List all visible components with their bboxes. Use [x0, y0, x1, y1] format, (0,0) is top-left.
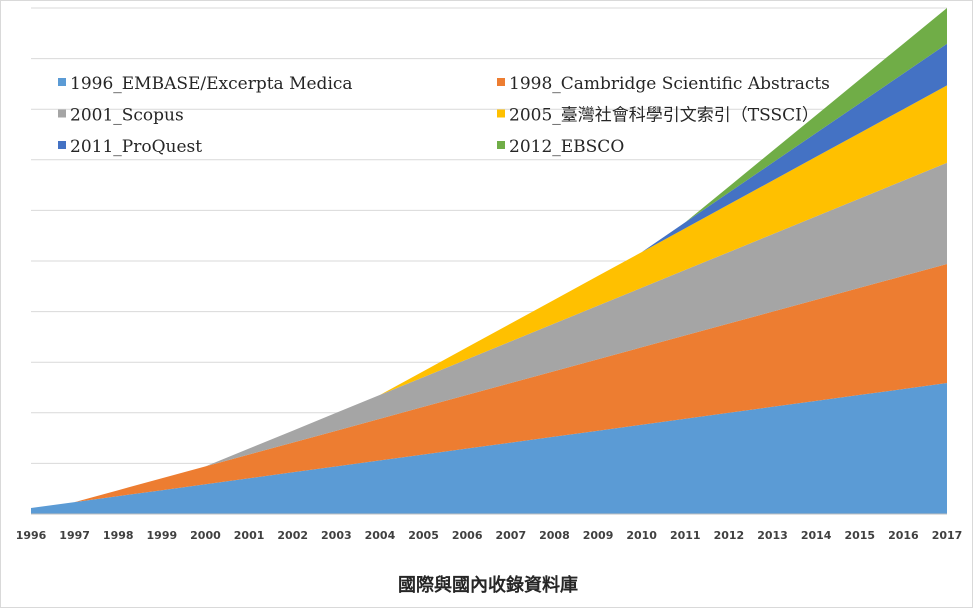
- x-tick-label: 2005: [408, 529, 439, 542]
- legend-swatch: [58, 109, 66, 118]
- x-tick-labels: 1996 1997 1998 1999 2000 2001 2002 2003 2004 2005…: [16, 529, 963, 542]
- legend-swatch: [497, 109, 505, 118]
- legend-label: 1996_EMBASE/Excerpta Medica: [70, 74, 353, 94]
- x-tick-label: 2011: [670, 529, 701, 542]
- x-tick-label: 2014: [801, 529, 832, 542]
- x-tick-label: 2013: [757, 529, 788, 542]
- stacked-areas: [31, 8, 947, 514]
- legend-swatch: [58, 141, 66, 149]
- legend-label: 1998_Cambridge Scientific Abstracts: [509, 74, 830, 94]
- legend-label: 2012_EBSCO: [509, 137, 624, 157]
- x-tick-label: 2003: [321, 529, 352, 542]
- legend-swatch: [497, 141, 505, 149]
- x-tick-label: 2001: [234, 529, 265, 542]
- x-tick-label: 2002: [277, 529, 308, 542]
- x-tick-label: 1998: [103, 529, 134, 542]
- x-tick-label: 2010: [626, 529, 657, 542]
- legend-swatch: [497, 78, 505, 86]
- x-tick-label: 1996: [16, 529, 47, 542]
- x-tick-label: 2004: [365, 529, 396, 542]
- x-tick-label: 2008: [539, 529, 570, 542]
- x-tick-label: 2015: [844, 529, 875, 542]
- series-area-2: [31, 264, 947, 508]
- series-area-1: [31, 383, 947, 514]
- x-tick-label: 2012: [714, 529, 745, 542]
- legend-label: 2011_ProQuest: [70, 137, 202, 157]
- legend: 1996_EMBASE/Excerpta Medica 1998_Cambridg…: [58, 74, 830, 157]
- x-tick-label: 2000: [190, 529, 221, 542]
- x-tick-label: 2016: [888, 529, 919, 542]
- x-tick-label: 1999: [147, 529, 178, 542]
- x-tick-label: 2009: [583, 529, 614, 542]
- legend-label: 2005_臺灣社會科學引文索引（TSSCI）: [509, 106, 819, 126]
- legend-swatch: [58, 78, 66, 86]
- legend-label: 2001_Scopus: [70, 106, 184, 126]
- x-tick-label: 2017: [932, 529, 963, 542]
- x-tick-label: 1997: [59, 529, 90, 542]
- chart-title: 國際與國內收錄資料庫: [398, 574, 578, 596]
- x-tick-label: 2006: [452, 529, 483, 542]
- x-tick-label: 2007: [495, 529, 526, 542]
